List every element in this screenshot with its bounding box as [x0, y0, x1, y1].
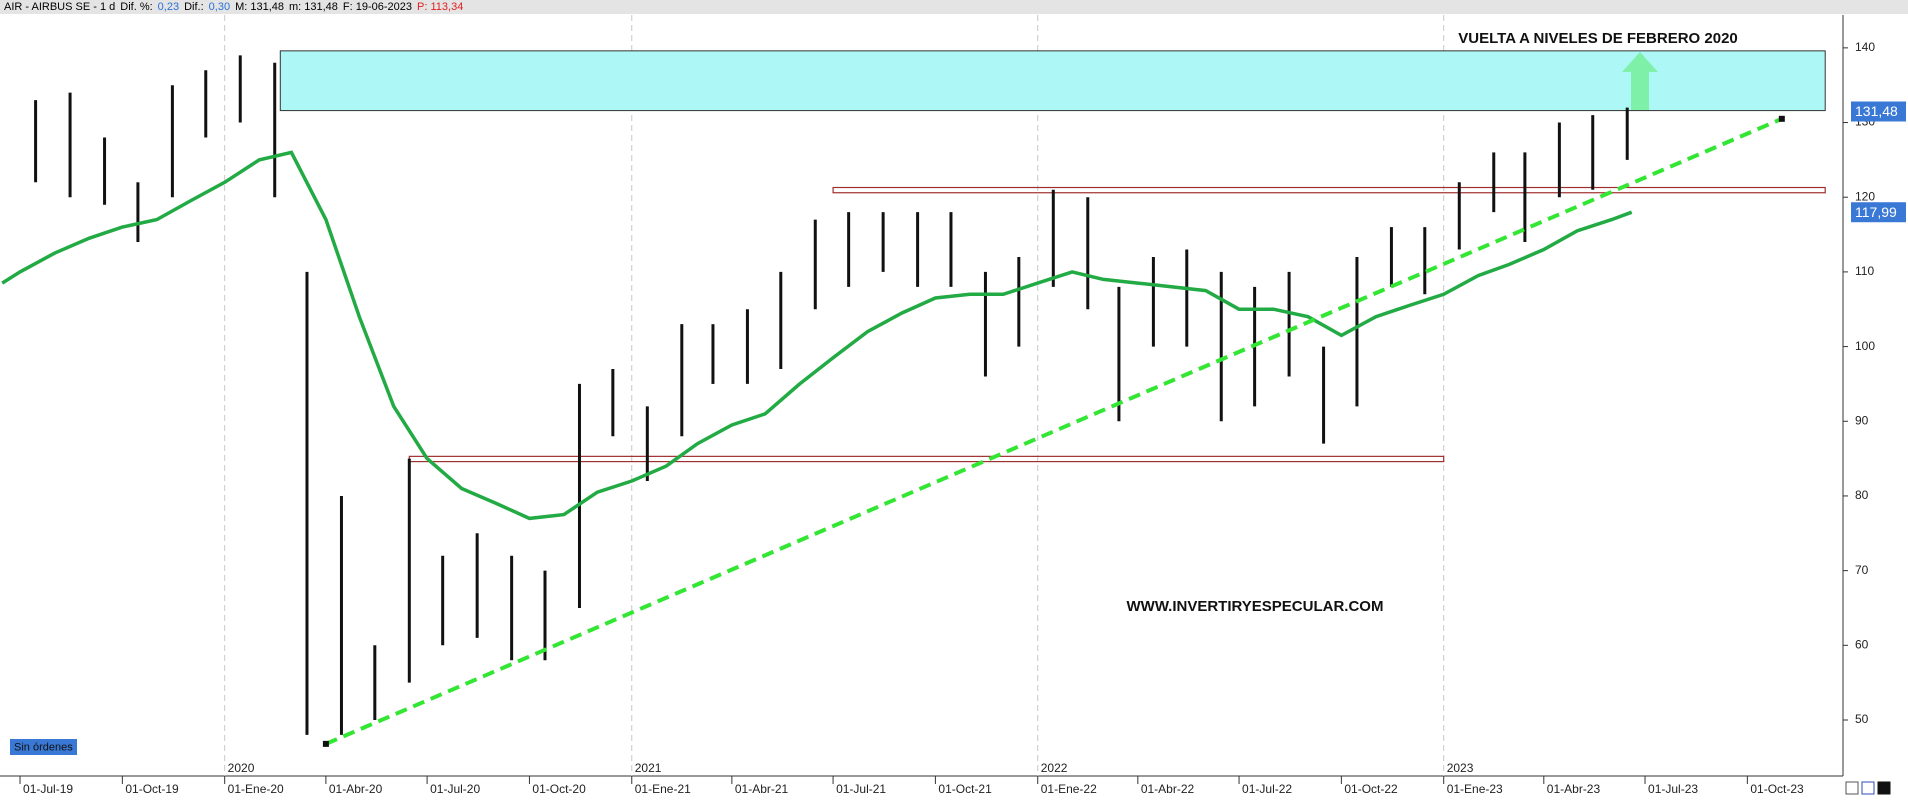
- annotation: VUELTA A NIVELES DE FEBRERO 2020: [1458, 30, 1738, 47]
- x-tick-label: 01-Abr-22: [1141, 782, 1195, 796]
- x-tick-label: 01-Oct-19: [125, 782, 179, 796]
- x-tick-label: 01-Abr-20: [329, 782, 383, 796]
- x-tick-label: 01-Oct-20: [532, 782, 586, 796]
- header-field: M: 131,48: [235, 1, 284, 13]
- header-field: m: 131,48: [289, 1, 338, 13]
- x-tick-label: 01-Jul-21: [836, 782, 886, 796]
- y-tick-label: 110: [1855, 264, 1874, 278]
- trendline-handle: [1778, 115, 1785, 122]
- y-tick-label: 50: [1855, 712, 1869, 726]
- x-tick-label: 01-Abr-23: [1547, 782, 1601, 796]
- x-tick-label: 01-Oct-22: [1344, 782, 1398, 796]
- trendline-handle: [322, 740, 329, 747]
- price-tag-label: 131,48: [1855, 103, 1898, 119]
- x-tick-label: 01-Jul-23: [1648, 782, 1698, 796]
- header-field: P: 113,34: [417, 1, 464, 13]
- price-tag: [1851, 101, 1906, 122]
- price-tag-label: 117,99: [1855, 204, 1897, 220]
- x-tick-label: 01-Ene-23: [1447, 782, 1503, 796]
- x-tick-label: 01-Oct-23: [1750, 782, 1804, 796]
- y-tick-label: 120: [1855, 189, 1875, 203]
- header-field: 0,23: [157, 1, 180, 13]
- x-tick-label: 01-Jul-19: [23, 782, 73, 796]
- header-field: 0,30: [208, 1, 231, 13]
- y-tick-label: 80: [1855, 488, 1869, 502]
- header-bar: AIR - AIRBUS SE - 1 d Dif. %: 0,23 Dif.: 0,3…: [0, 0, 1908, 14]
- year-label: 2022: [1041, 761, 1068, 775]
- icon[interactable]: [1845, 781, 1859, 795]
- x-tick-label: 01-Jul-20: [430, 782, 480, 796]
- x-tick-label: 01-Ene-21: [635, 782, 691, 796]
- icon[interactable]: [1861, 781, 1875, 795]
- x-tick-label: 01-Abr-21: [735, 782, 789, 796]
- x-tick-label: 01-Oct-21: [938, 782, 992, 796]
- x-tick-label: 01-Ene-20: [228, 782, 284, 796]
- level-band: [832, 186, 1826, 194]
- year-label: 2023: [1447, 761, 1474, 775]
- header-field: F: 19-06-2023: [342, 1, 413, 13]
- x-tick-label: 01-Jul-22: [1242, 782, 1292, 796]
- y-tick-label: 140: [1855, 40, 1875, 54]
- header-field: Dif. %:: [120, 1, 153, 13]
- y-tick-label: 60: [1855, 637, 1869, 651]
- annotation: WWW.INVERTIRYESPECULAR.COM: [1127, 598, 1384, 615]
- status-box: [10, 739, 77, 755]
- icon[interactable]: [1877, 781, 1891, 795]
- y-tick-label: 90: [1855, 413, 1869, 427]
- year-label: 2020: [228, 761, 255, 775]
- moving-average: [1, 150, 1633, 521]
- resistance-zone: [279, 50, 1826, 112]
- year-label: 2021: [635, 761, 662, 775]
- y-tick-label: 70: [1855, 563, 1869, 577]
- header-field: AIR - AIRBUS SE - 1 d: [4, 1, 116, 13]
- arrow: [1622, 52, 1658, 110]
- status-label: Sin órdenes: [14, 741, 73, 753]
- header-field: Dif.:: [184, 1, 204, 13]
- price-tag: [1851, 202, 1906, 223]
- y-tick-label: 100: [1855, 339, 1875, 353]
- x-tick-label: 01-Ene-22: [1041, 782, 1097, 796]
- trendline: [325, 116, 1783, 746]
